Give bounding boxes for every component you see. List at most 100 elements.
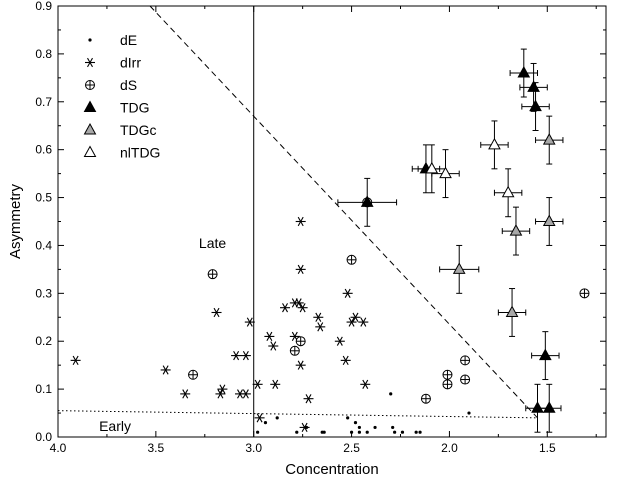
x-tick-label: 3.0	[245, 441, 262, 455]
dS-point	[420, 393, 431, 404]
y-axis-label: Asymmetry	[7, 184, 24, 260]
dIrr-point	[270, 379, 281, 389]
dE-point	[365, 430, 369, 434]
y-tick-label: 0.0	[35, 430, 52, 444]
y-tick-label: 0.2	[35, 334, 52, 348]
dIrr-point	[346, 317, 357, 327]
dE-point	[414, 430, 418, 434]
dIrr-point	[295, 360, 306, 370]
nlTDG-point	[425, 161, 439, 174]
dS-point	[346, 254, 357, 265]
dIrr-point	[252, 379, 263, 389]
dS-point	[295, 336, 306, 347]
dIrr-point	[297, 303, 308, 313]
TDG-point	[529, 99, 542, 112]
x-tick-label: 1.5	[539, 441, 556, 455]
dE-point	[391, 425, 395, 430]
TDG-point	[527, 80, 540, 92]
dIrr-point	[295, 216, 306, 227]
nlTDG-point	[488, 137, 501, 150]
TDGc-point	[542, 133, 556, 145]
reference-lines	[57, 5, 538, 437]
y-tick-label: 0.3	[35, 286, 52, 300]
dE-point	[389, 392, 393, 396]
dIrr-point	[160, 365, 171, 375]
dE-point	[357, 425, 361, 430]
dIrr-point	[299, 422, 310, 433]
dE-point	[322, 430, 326, 434]
TDG-point	[538, 348, 552, 361]
dE-point	[275, 416, 279, 420]
TDGc-point	[505, 305, 519, 317]
dIrr-point	[280, 303, 291, 313]
dIrr-point	[360, 379, 371, 389]
dIrr-point	[240, 389, 251, 399]
dE-point	[393, 430, 397, 434]
legend-marker-dE	[88, 38, 92, 42]
dE-point	[263, 421, 268, 425]
legend-label-dE: dE	[120, 32, 137, 48]
TDGc-point	[509, 224, 523, 236]
dIrr-point	[70, 355, 81, 366]
dS-point	[460, 374, 471, 385]
TDGc-point	[542, 214, 556, 226]
x-tick-label: 2.0	[441, 441, 458, 455]
x-tick-label: 4.0	[50, 441, 67, 455]
dIrr-point	[268, 341, 279, 351]
legend-label-dS: dS	[120, 77, 137, 93]
dS-point	[442, 379, 453, 390]
dE-point	[346, 416, 350, 420]
y-tick-label: 0.8	[35, 47, 52, 61]
data-points	[70, 66, 590, 434]
legend-label-TDGc: TDGc	[120, 122, 157, 138]
dS-point	[207, 269, 218, 280]
dashed-reference-line	[149, 5, 538, 419]
legend-marker-nlTDG	[83, 145, 97, 157]
dIrr-point	[340, 355, 351, 366]
TDG-point	[517, 66, 531, 78]
dIrr-point	[240, 350, 251, 361]
y-tick-label: 0.7	[35, 95, 52, 109]
dIrr-point	[295, 264, 306, 275]
y-tick-label: 0.9	[35, 0, 52, 13]
x-tick-label: 2.5	[343, 441, 360, 455]
axis-ticks: 4.0 3.5 3.0 2.5 2.0 1.5 0.0 0.1 0.2 0.3 0.4 0.5 0.6 0…	[35, 0, 606, 455]
dE-point	[467, 411, 471, 415]
y-tick-label: 0.6	[35, 143, 52, 157]
dS-point	[442, 369, 453, 380]
dotted-reference-line	[57, 410, 538, 419]
dS-point	[460, 355, 471, 366]
legend-marker-TDGc	[83, 122, 97, 135]
dIrr-point	[350, 312, 361, 322]
dIrr-point	[180, 389, 191, 399]
annotation-early: Early	[99, 418, 131, 434]
TDG-point	[360, 195, 374, 207]
dIrr-point	[293, 298, 304, 308]
y-tick-label: 0.5	[35, 191, 52, 205]
dIrr-point	[315, 322, 326, 332]
nlTDG-point	[501, 185, 515, 198]
dIrr-point	[244, 317, 255, 327]
dIrr-point	[231, 350, 242, 361]
dE-point	[295, 430, 299, 434]
TDG-point	[531, 401, 544, 413]
x-tick-label: 3.5	[148, 441, 165, 455]
dE-point	[400, 430, 405, 434]
dIrr-point	[254, 413, 265, 423]
x-axis-label: Concentration	[285, 461, 378, 478]
legend-label-nlTDG: nlTDG	[120, 145, 160, 161]
legend-marker-dS	[85, 80, 95, 90]
dS-point	[188, 369, 199, 380]
legend: dE dIrr dS TDG TDGc nlTDG	[83, 32, 160, 161]
dIrr-point	[334, 336, 345, 346]
dE-point	[353, 421, 358, 425]
dIrr-point	[313, 312, 324, 322]
annotation-late: Late	[199, 235, 226, 251]
dIrr-point	[264, 331, 275, 342]
dIrr-point	[215, 389, 226, 399]
legend-label-dIrr: dIrr	[120, 55, 141, 71]
y-tick-label: 0.4	[35, 238, 52, 252]
dIrr-point	[217, 384, 228, 394]
TDG-point	[542, 401, 556, 413]
